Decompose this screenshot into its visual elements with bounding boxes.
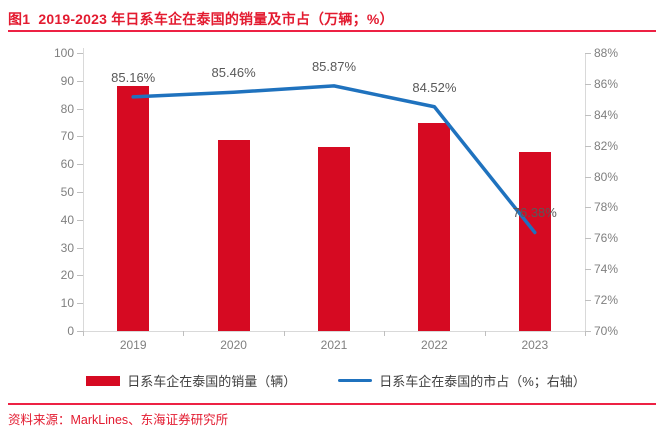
- right-axis-tick: [585, 269, 591, 271]
- right-axis-tick: [585, 207, 591, 209]
- left-axis-tick: [77, 303, 83, 305]
- right-axis-tick: [585, 331, 591, 332]
- sales-bar-2023: [518, 151, 551, 331]
- left-axis-tick-label: 90: [60, 73, 74, 88]
- right-axis-tick-label: 74%: [594, 262, 619, 277]
- left-axis-tick-label: 40: [60, 212, 74, 227]
- legend-item-sales: 日系车企在泰国的销量（辆）: [86, 371, 296, 390]
- x-axis-tick: [83, 331, 84, 336]
- left-axis-tick-label: 0: [67, 324, 74, 338]
- figure-title: 图1 2019-2023 年日系车企在泰国的销量及市占（万辆；%）: [8, 9, 664, 29]
- left-axis-tick-label: 60: [60, 157, 74, 172]
- source-note: 资料来源：MarkLines、东海证券研究所: [8, 413, 229, 427]
- share-data-label-2023: 76.38%: [512, 205, 557, 221]
- left-axis-tick: [77, 331, 83, 332]
- right-axis-tick-label: 70%: [594, 324, 619, 338]
- left-axis-tick: [77, 108, 83, 110]
- legend-item-share: 日系车企在泰国的市占（%；右轴）: [338, 371, 586, 390]
- legend-label-share: 日系车企在泰国的市占（%；右轴）: [379, 374, 586, 389]
- right-axis-tick-label: 86%: [594, 76, 619, 91]
- left-axis-tick-label: 100: [53, 46, 74, 60]
- left-axis-tick: [77, 219, 83, 221]
- right-axis-tick: [585, 53, 591, 54]
- left-axis-tick: [77, 192, 83, 193]
- left-axis-tick-label: 80: [60, 101, 74, 116]
- right-axis-tick-label: 88%: [594, 46, 619, 60]
- sales-bar-2020: [217, 140, 250, 331]
- left-axis-tick-label: 50: [60, 185, 74, 199]
- x-axis-tick: [585, 331, 586, 336]
- left-axis-tick-label: 20: [60, 268, 74, 283]
- sales-bar-2019: [117, 86, 150, 331]
- title-underline: [8, 30, 656, 32]
- footer-rule: [8, 403, 656, 405]
- left-axis-tick-label: 30: [60, 240, 74, 255]
- right-axis-tick: [585, 300, 591, 302]
- left-axis-tick: [77, 136, 83, 138]
- right-axis-tick-label: 80%: [594, 169, 619, 184]
- right-axis-tick: [585, 83, 591, 85]
- right-axis-tick: [585, 238, 591, 240]
- x-axis-category-label: 2020: [220, 338, 247, 352]
- right-axis-tick: [585, 145, 591, 147]
- left-axis-tick: [77, 80, 83, 82]
- x-axis-tick: [183, 331, 185, 336]
- chart-legend: 日系车企在泰国的销量（辆） 日系车企在泰国的市占（%；右轴）: [0, 371, 672, 390]
- right-axis-tick-label: 84%: [594, 107, 619, 122]
- line-series-swatch: [338, 378, 373, 383]
- market-share-line: [131, 84, 537, 235]
- x-axis-tick: [283, 331, 285, 336]
- x-axis-tick: [484, 331, 486, 336]
- x-axis-category-label: 2021: [320, 338, 348, 352]
- sales-bar-2022: [418, 122, 451, 331]
- left-axis-tick: [77, 247, 83, 249]
- figure-title-text: 2019-2023 年日系车企在泰国的销量及市占（万辆；%）: [38, 11, 394, 27]
- x-axis-tick: [384, 331, 386, 336]
- share-data-label-2021: 85.87%: [311, 58, 357, 74]
- right-axis-tick-label: 78%: [594, 200, 619, 215]
- figure-label: 图1: [8, 11, 31, 27]
- left-axis-tick: [77, 275, 83, 277]
- share-data-label-2020: 85.46%: [211, 65, 256, 81]
- sales-bar-2021: [318, 146, 350, 331]
- right-axis-tick-label: 76%: [594, 231, 619, 246]
- x-axis-category-label: 2022: [421, 338, 448, 352]
- left-axis-tick: [77, 164, 83, 166]
- right-axis-tick-label: 72%: [594, 293, 619, 308]
- share-data-label-2019: 85.16%: [111, 69, 156, 85]
- right-axis-tick: [585, 114, 591, 116]
- left-axis-tick-label: 10: [60, 296, 74, 311]
- left-axis-tick: [77, 53, 83, 54]
- market-share-polyline: [131, 84, 537, 235]
- left-axis-tick-label: 70: [60, 129, 74, 144]
- right-axis-tick-label: 82%: [594, 138, 619, 153]
- left-axis-line: [83, 48, 84, 336]
- right-axis-line: [585, 53, 586, 331]
- right-axis-tick: [585, 176, 591, 178]
- x-axis-category-label: 2019: [119, 338, 147, 352]
- bar-series-swatch: [86, 375, 121, 386]
- share-data-label-2022: 84.52%: [412, 79, 457, 95]
- bottom-axis-line: [83, 331, 585, 332]
- x-axis-category-label: 2023: [521, 338, 549, 352]
- legend-label-sales: 日系车企在泰国的销量（辆）: [127, 374, 297, 389]
